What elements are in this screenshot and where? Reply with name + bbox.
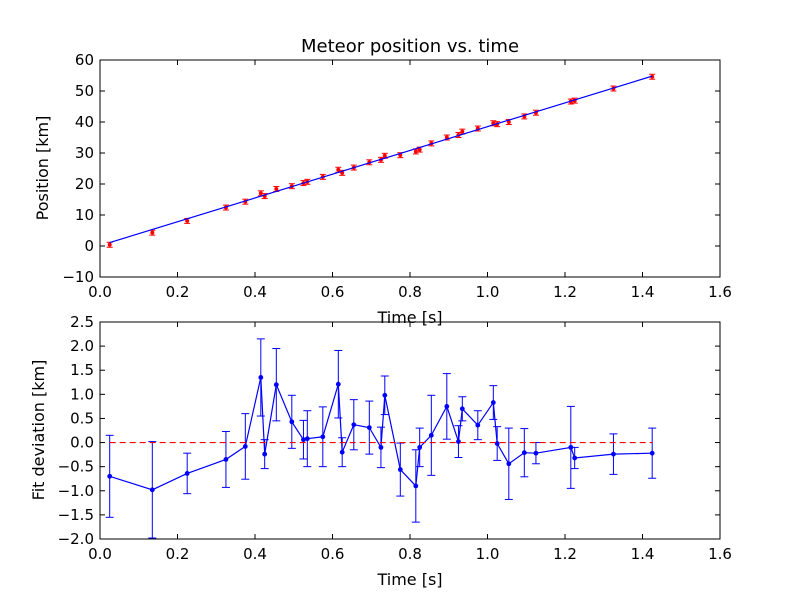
residual-point: [351, 422, 357, 428]
deviation-x-tick-label: 1.0: [476, 545, 500, 563]
position-x-tick-label: 0.4: [243, 283, 267, 301]
observation-point: [413, 149, 418, 154]
residual-point: [533, 450, 539, 456]
position-y-tick-label: 40: [75, 113, 94, 131]
deviation-x-tick-label: 0.0: [88, 545, 112, 563]
deviation-y-tick-label: 2.5: [70, 313, 94, 331]
deviation-x-tick-label: 1.4: [631, 545, 655, 563]
position-x-tick-label: 0.8: [398, 283, 422, 301]
residual-point: [301, 437, 306, 443]
residual-point: [506, 461, 512, 467]
residual-point: [335, 381, 341, 387]
residual-point: [649, 450, 655, 456]
position-x-tick-label: 0.2: [166, 283, 190, 301]
residual-point: [456, 439, 461, 444]
deviation-axes-frame: [99, 321, 721, 540]
observation-point: [150, 230, 155, 235]
residual-point: [413, 483, 419, 489]
observation-point: [107, 242, 112, 247]
position-x-tick-label: 1.2: [553, 283, 577, 301]
position-y-tick-label: 50: [75, 82, 94, 100]
residual-point: [223, 457, 229, 462]
position-y-axis-label: Position [km]: [33, 116, 52, 221]
residual-point: [494, 441, 500, 446]
deviation-y-tick-label: −0.5: [58, 458, 94, 476]
position-x-tick-label: 0.6: [321, 283, 345, 301]
deviation-y-tick-label: 0.0: [70, 434, 94, 452]
observation-point: [258, 191, 263, 196]
residual-point: [184, 471, 190, 476]
residual-point: [289, 419, 295, 425]
residual-point: [475, 422, 481, 428]
observation-point: [274, 186, 279, 191]
observation-point: [185, 218, 190, 223]
residual-point: [258, 375, 264, 380]
residual-point: [428, 432, 434, 438]
deviation-y-tick-label: 0.5: [70, 409, 94, 427]
residual-point: [572, 455, 578, 461]
position-y-tick-label: 10: [75, 206, 94, 224]
deviation-y-tick-label: −1.0: [58, 482, 94, 500]
observation-point: [336, 167, 341, 172]
position-x-tick-label: 0.0: [88, 283, 112, 301]
residual-point: [262, 451, 268, 457]
deviation-x-tick-label: 0.8: [398, 545, 422, 563]
residual-point: [611, 451, 616, 457]
position-y-tick-label: 60: [75, 51, 94, 69]
deviation-x-tick-label: 1.2: [553, 545, 577, 563]
position-y-tick-label: 20: [75, 175, 94, 193]
position-y-ticks: −10 0 10 20 30 40 50 60: [62, 51, 720, 286]
position-plot-area: [106, 73, 656, 248]
position-y-tick-label: 0: [84, 237, 94, 255]
residual-point: [568, 444, 574, 450]
residual-point: [382, 392, 388, 398]
residual-point: [521, 450, 527, 456]
deviation-x-ticks: 0.0 0.2 0.4 0.6 0.8 1.0 1.2 1.4 1.6: [88, 322, 732, 563]
position-x-ticks: 0.0 0.2 0.4 0.6 0.8 1.0 1.2 1.4 1.6: [88, 60, 732, 301]
position-x-tick-label: 1.6: [708, 283, 732, 301]
deviation-y-tick-label: 1.0: [70, 385, 94, 403]
deviation-y-tick-label: 1.5: [70, 361, 94, 379]
residual-point: [417, 444, 423, 450]
position-y-tick-label: 30: [75, 144, 94, 162]
deviation-y-tick-label: −1.5: [58, 506, 94, 524]
position-marks: [106, 73, 656, 248]
deviation-x-tick-label: 1.6: [708, 545, 732, 563]
residual-point: [459, 406, 465, 412]
deviation-plot-area: [105, 338, 657, 539]
position-y-tick-label: −10: [62, 268, 94, 286]
position-chart-title: Meteor position vs. time: [301, 36, 519, 57]
fit-line: [109, 75, 653, 244]
observation-point: [382, 153, 387, 158]
deviation-x-tick-label: 0.2: [166, 545, 190, 563]
deviation-x-tick-label: 0.4: [243, 545, 267, 563]
residual-point: [149, 487, 155, 493]
residual-point: [242, 444, 248, 449]
residual-point: [444, 403, 450, 409]
residual-point: [320, 434, 326, 440]
position-x-tick-label: 1.0: [476, 283, 500, 301]
deviation-chart: 0.0 0.2 0.4 0.6 0.8 1.0 1.2 1.4 1.6 −2.0 −1.5 −1.0…: [29, 313, 732, 589]
observation-point: [417, 147, 422, 152]
deviation-marks: [105, 338, 657, 539]
deviation-y-ticks: −2.0 −1.5 −1.0 −0.5 0.0 0.5 1.0 1.5 2.0 2.5: [58, 313, 720, 548]
residual-point: [397, 467, 403, 472]
residual-point: [273, 382, 279, 388]
residual-point: [378, 444, 384, 450]
deviation-y-tick-label: −2.0: [58, 530, 94, 548]
residual-point: [366, 425, 372, 431]
position-chart: Meteor position vs. time 0.0 0.2 0.4 0.6 0.8…: [33, 36, 732, 327]
residual-point: [490, 400, 496, 405]
deviation-x-axis-label: Time [s]: [376, 570, 442, 589]
residual-point: [339, 449, 345, 455]
residual-point: [107, 473, 113, 479]
deviation-y-tick-label: 2.0: [70, 337, 94, 355]
deviation-y-axis-label: Fit deviation [km]: [29, 360, 48, 501]
observation-point: [460, 129, 465, 134]
deviation-x-tick-label: 0.6: [321, 545, 345, 563]
residual-point: [304, 436, 310, 442]
position-x-tick-label: 1.4: [631, 283, 655, 301]
position-axes-frame: [99, 59, 721, 278]
